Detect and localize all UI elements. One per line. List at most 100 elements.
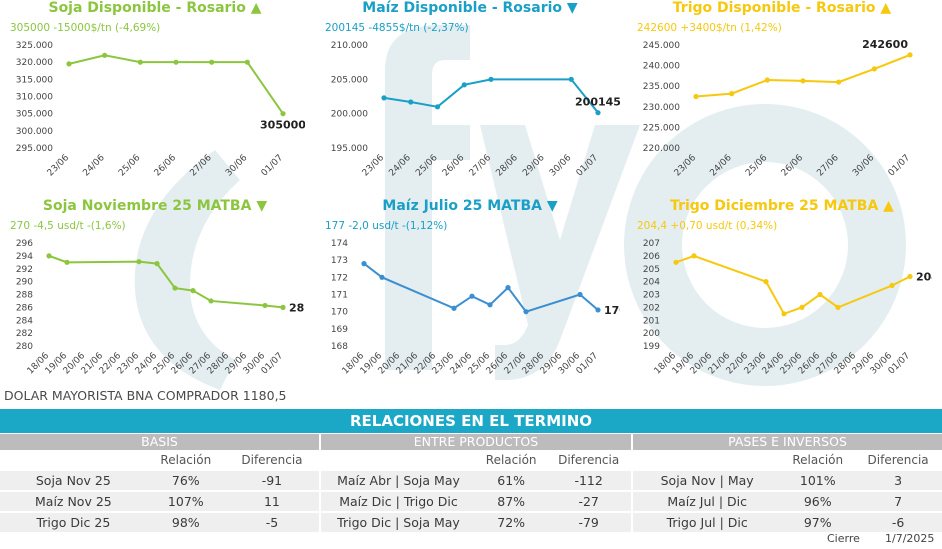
chart-panel-trigo-disponible: Trigo Disponible - Rosario ▲ 242600 +340… [632,0,932,190]
data-point [280,111,286,117]
data-point [577,291,583,298]
data-point [568,76,574,82]
data-point [469,293,475,299]
y-tick-label: 325.000 [16,41,53,51]
chart-subtitle: 270 -4,5 usd/t -(1,6%) [10,220,126,232]
pases-inversos-table: PASES E INVERSOS Relación Diferencia Soja… [633,434,942,534]
chart-panel-maiz-julio: Maíz Julio 25 MATBA ▼ 177 -2,0 usd/t -(1… [320,198,620,388]
x-tick-label: 28/06 [494,153,520,179]
y-tick-label: 207 [643,239,660,249]
last-value-label: 204,4 [916,270,932,283]
line-chart-trigo-disponible: 220.000 225.000 230.000 235.000 240.000 245.0… [643,38,913,179]
series-line [695,53,911,98]
data-point [595,110,601,116]
table-row: Maíz Abr | Soja May 61% -112 [321,470,631,492]
data-point [693,93,699,100]
y-tick-label: 205 [643,265,660,275]
y-tick-label: 201 [643,316,660,326]
series-line [48,254,284,309]
data-point [46,253,52,259]
data-point [408,99,414,105]
line-chart-maiz-julio: 16816917017117217317418/0619/0620/0621/0… [331,239,620,376]
y-tick-label: 305.000 [16,110,53,120]
basis-table: BASIS Relación Diferencia Soja Nov 25 76% -… [0,434,319,534]
chart-subtitle: 177 -2,0 usd/t -(1,12%) [325,220,448,232]
chart-subtitle: 204,4 +0,70 usd/t (0,34%) [637,220,778,232]
relaciones-title-bar: RELACIONES EN EL TERMINO [0,409,942,433]
last-value-label: 242600 [862,38,908,51]
table-row: Soja Nov | May 101% 3 [633,470,942,492]
data-point [64,259,70,265]
col-relacion: Relación [146,450,225,471]
series-line [675,254,911,316]
x-tick-label: 26/06 [153,153,179,179]
data-point [817,291,823,298]
y-tick-label: 290 [16,278,33,288]
data-point [595,307,601,313]
chart-subtitle: 242600 +3400$/tn (1,42%) [637,22,782,34]
data-point [172,285,178,291]
series-line [383,78,599,114]
data-point [799,304,805,310]
y-tick-label: 294 [16,252,33,262]
y-tick-label: 220.000 [643,144,680,154]
y-tick-label: 288 [16,291,33,301]
data-point [907,52,913,58]
data-point [280,304,286,310]
data-point [136,259,142,265]
last-value-label: 286 [289,301,305,314]
x-tick-label: 01/07 [575,153,600,178]
y-tick-label: 202 [643,303,660,313]
y-tick-label: 230.000 [643,103,680,113]
col-diferencia: Diferencia [546,450,631,471]
data-point [763,279,769,285]
line-chart-soja-disponible: 295.000 300.000 305.000 310.000 315.000 320.0… [16,41,305,179]
data-point [209,59,215,65]
y-tick-label: 170 [331,308,348,318]
cierre-label: Cierre [827,532,860,545]
data-point [781,311,787,317]
y-tick-label: 210.000 [331,41,368,51]
chart-subtitle: 305000 -15000$/tn (-4,69%) [10,22,161,34]
data-point [523,309,529,315]
data-point [244,59,250,65]
y-tick-label: 200.000 [331,110,368,120]
data-point [691,253,697,259]
y-tick-label: 235.000 [643,82,680,92]
data-point [190,288,196,294]
x-tick-label: 30/06 [851,153,877,179]
data-point [379,274,385,280]
y-tick-label: 245.000 [643,41,680,51]
table-row: Trigo Dic 25 98% -5 [0,512,319,534]
col-relacion: Relación [476,450,547,471]
y-tick-label: 169 [331,325,348,335]
y-tick-label: 173 [331,256,348,266]
x-tick-label: 24/06 [708,153,734,179]
data-point [461,82,467,88]
y-tick-label: 296 [16,239,33,249]
x-tick-label: 27/06 [815,153,841,179]
y-tick-label: 203 [643,291,660,301]
x-tick-label: 24/06 [387,153,413,179]
y-tick-label: 240.000 [643,62,680,72]
y-tick-label: 295.000 [16,144,53,154]
cierre-date: 1/7/2025 [885,532,935,545]
x-tick-label: 25/06 [117,153,143,179]
table-row: Maíz Jul | Dic 96% 7 [633,491,942,513]
last-value-label: 170,1 [604,304,620,317]
dolar-mayorista-text: DOLAR MAYORISTA BNA COMPRADOR 1180,5 [4,388,287,403]
data-point [381,95,387,101]
series-line [363,262,599,313]
y-tick-label: 168 [331,342,348,352]
data-point [262,302,268,309]
data-point [907,273,913,280]
data-point [137,59,143,65]
col-relacion: Relación [781,450,855,471]
chart-panel-soja-noviembre: Soja Noviembre 25 MATBA ▼ 270 -4,5 usd/t… [5,198,305,388]
x-tick-label: 23/06 [673,153,699,179]
x-tick-label: 30/06 [224,153,250,179]
line-chart-soja-noviembre: 28028228428628829029229429618/0619/0620/… [16,239,305,376]
chart-panel-trigo-diciembre: Trigo Diciembre 25 MATBA ▲ 204,4 +0,70 u… [632,198,932,388]
col-diferencia: Diferencia [854,450,942,471]
data-point [154,261,160,267]
